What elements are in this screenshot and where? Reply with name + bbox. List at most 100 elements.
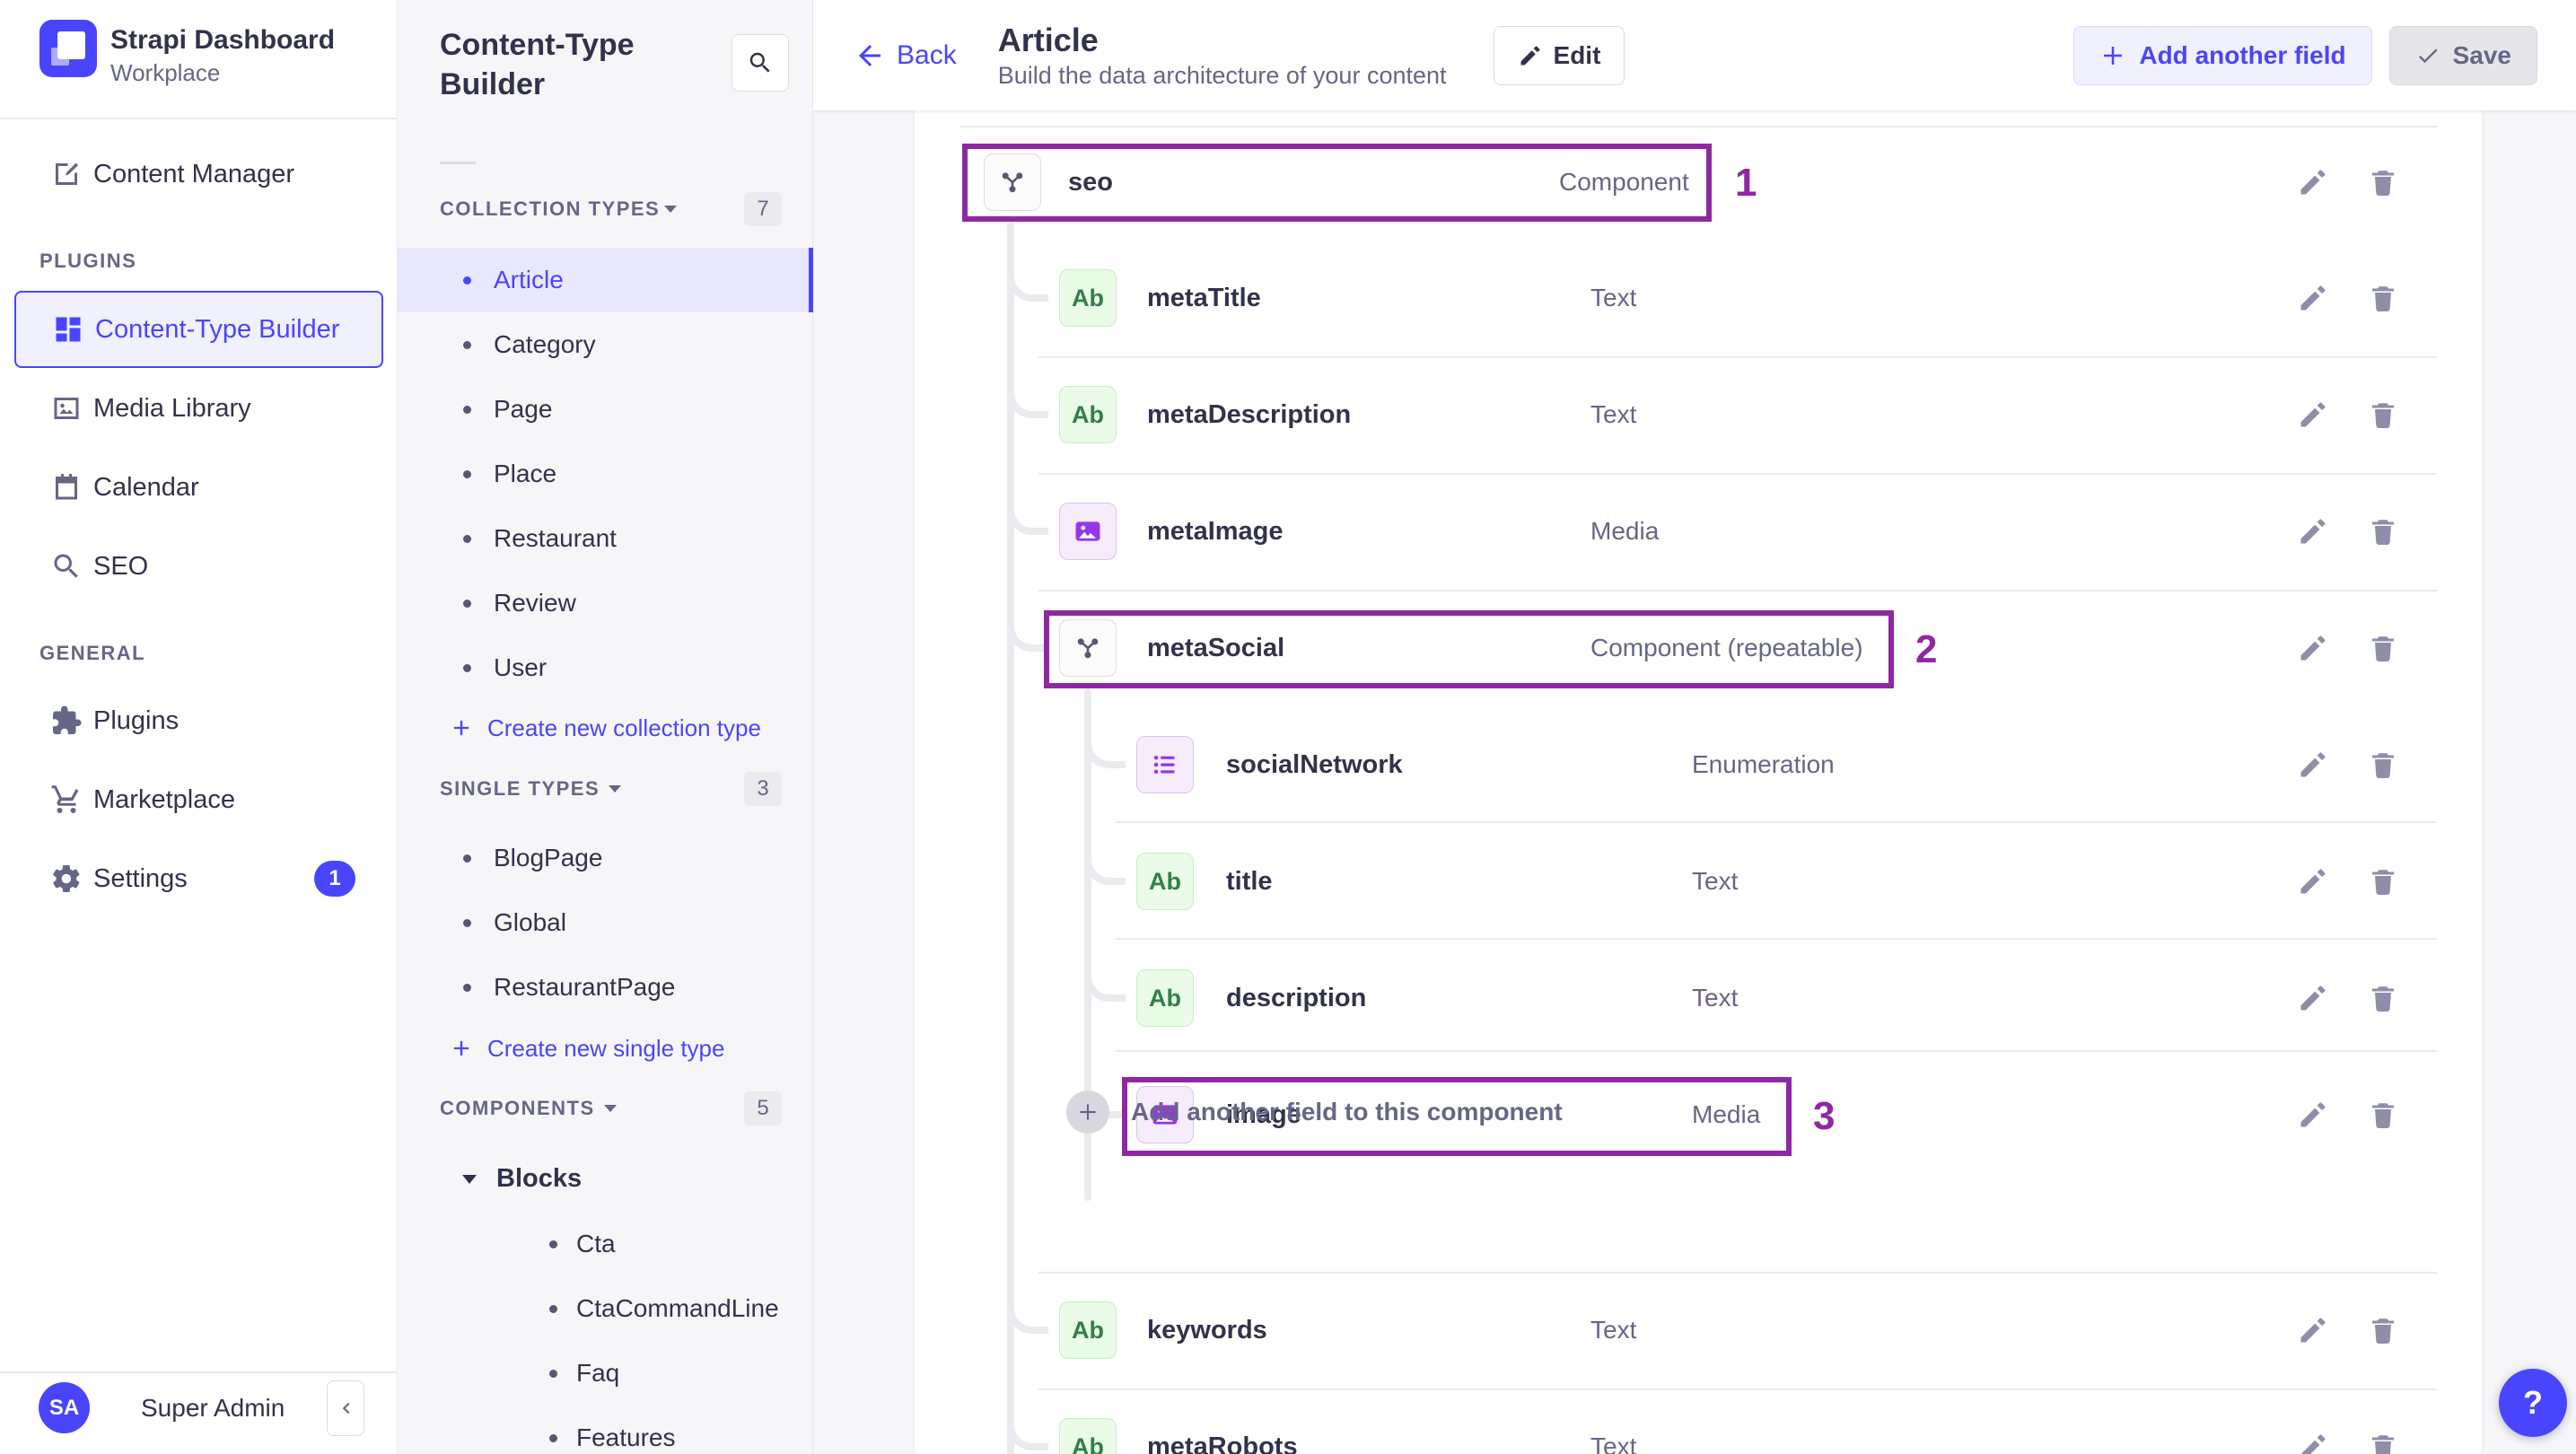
- add-another-field-button[interactable]: Add another field: [2073, 25, 2372, 85]
- collection-type-place[interactable]: Place: [398, 442, 813, 506]
- edit-field-button[interactable]: [2297, 166, 2329, 198]
- delete-field-button[interactable]: [2367, 1314, 2399, 1346]
- search-icon: [50, 550, 83, 582]
- plugins-section-label: PLUGINS: [39, 250, 137, 272]
- sidebar-item-plugins[interactable]: Plugins: [0, 688, 398, 753]
- collection-type-category[interactable]: Category: [398, 312, 813, 377]
- bullet-icon: [463, 470, 471, 478]
- edit-field-button[interactable]: [2297, 399, 2329, 431]
- user-name[interactable]: Super Admin: [141, 1394, 285, 1422]
- add-field-to-component-label[interactable]: Add another field to this component: [1131, 1098, 1563, 1126]
- component-cta[interactable]: Cta: [398, 1212, 813, 1276]
- sidebar-footer-divider: [0, 1371, 398, 1373]
- text-field-icon: Ab: [1136, 969, 1194, 1027]
- collection-type-review[interactable]: Review: [398, 571, 813, 635]
- content-manager-icon: [50, 158, 83, 190]
- field-row-title: Ab title Text: [915, 823, 2482, 940]
- collection-type-page[interactable]: Page: [398, 377, 813, 442]
- tree-branch: [1007, 1285, 1048, 1334]
- edit-button[interactable]: Edit: [1493, 25, 1625, 85]
- save-button[interactable]: Save: [2388, 25, 2537, 85]
- content-area: seo Component Ab metaTitle Text Ab metaD…: [813, 110, 2576, 1454]
- trash-icon: [2372, 520, 2394, 545]
- sidebar-item-content-manager[interactable]: Content Manager: [0, 142, 398, 206]
- search-button[interactable]: [732, 34, 789, 92]
- sidebar-item-media-library[interactable]: Media Library: [0, 376, 398, 441]
- edit-field-button[interactable]: [2297, 1431, 2329, 1454]
- component-faq[interactable]: Faq: [398, 1341, 813, 1406]
- delete-field-button[interactable]: [2367, 1431, 2399, 1454]
- plus-icon: [449, 1036, 474, 1061]
- tree-branch: [1007, 1402, 1048, 1450]
- delete-field-button[interactable]: [2367, 399, 2399, 431]
- edit-field-button[interactable]: [2297, 282, 2329, 314]
- delete-field-button[interactable]: [2367, 632, 2399, 664]
- tree-branch: [1007, 370, 1048, 418]
- pencil-icon: [2300, 985, 2326, 1011]
- component-ctacommandline[interactable]: CtaCommandLine: [398, 1276, 813, 1341]
- sidebar-item-calendar[interactable]: Calendar: [0, 455, 398, 520]
- edit-field-button[interactable]: [2297, 982, 2329, 1014]
- single-type-restaurantpage[interactable]: RestaurantPage: [398, 955, 813, 1020]
- delete-field-button[interactable]: [2367, 515, 2399, 547]
- field-row-metasocial: metaSocial Component (repeatable): [915, 590, 2482, 706]
- create-collection-type-link[interactable]: Create new collection type: [398, 700, 813, 756]
- plus-icon: [449, 715, 474, 740]
- annotation-number-3: 3: [1813, 1094, 1836, 1138]
- edit-field-button[interactable]: [2297, 515, 2329, 547]
- single-type-global[interactable]: Global: [398, 890, 813, 955]
- delete-field-button[interactable]: [2367, 282, 2399, 314]
- delete-field-button[interactable]: [2367, 749, 2399, 781]
- sidebar-item-label: SEO: [93, 552, 149, 581]
- components-header[interactable]: COMPONENTS 5: [398, 1091, 813, 1126]
- builder-panel: Content-Type Builder COLLECTION TYPES 7 …: [398, 0, 813, 1454]
- component-features[interactable]: Features: [398, 1406, 813, 1454]
- collection-type-user[interactable]: User: [398, 635, 813, 700]
- page-subtitle: Build the data architecture of your cont…: [997, 61, 1447, 89]
- pencil-icon: [2300, 635, 2326, 661]
- enumeration-field-icon: [1136, 736, 1194, 793]
- collection-type-article[interactable]: Article: [398, 248, 813, 312]
- sidebar-item-content-type-builder[interactable]: Content-Type Builder: [14, 291, 383, 368]
- tree-branch: [1007, 253, 1048, 302]
- field-row-metatitle: Ab metaTitle Text: [915, 240, 2482, 356]
- edit-field-button[interactable]: [2297, 1314, 2329, 1346]
- edit-field-button[interactable]: [2297, 632, 2329, 664]
- user-avatar[interactable]: SA: [39, 1382, 90, 1433]
- pencil-icon: [2300, 285, 2326, 311]
- sidebar-item-seo[interactable]: SEO: [0, 534, 398, 599]
- trash-icon: [2372, 636, 2394, 661]
- delete-field-button[interactable]: [2367, 982, 2399, 1014]
- add-field-to-component-button[interactable]: [1066, 1090, 1109, 1134]
- create-single-type-link[interactable]: Create new single type: [398, 1020, 813, 1076]
- edit-field-button[interactable]: [2297, 749, 2329, 781]
- field-row-metarobots: Ab metaRobots Text: [915, 1388, 2482, 1454]
- edit-field-button[interactable]: [2297, 1099, 2329, 1131]
- pencil-icon: [2300, 869, 2326, 894]
- edit-field-button[interactable]: [2297, 865, 2329, 898]
- row-divider: [1038, 473, 2437, 475]
- single-type-blogpage[interactable]: BlogPage: [398, 826, 813, 890]
- main-header: Back Article Build the data architecture…: [813, 0, 2576, 110]
- collapse-sidebar-button[interactable]: [327, 1380, 364, 1436]
- field-name: metaRobots: [1147, 1432, 1298, 1454]
- chevron-left-icon: [342, 1402, 350, 1415]
- delete-field-button[interactable]: [2367, 1099, 2399, 1131]
- text-field-icon: Ab: [1059, 386, 1117, 443]
- delete-field-button[interactable]: [2367, 865, 2399, 898]
- delete-field-button[interactable]: [2367, 166, 2399, 198]
- collection-type-restaurant[interactable]: Restaurant: [398, 506, 813, 571]
- collection-types-header[interactable]: COLLECTION TYPES 7: [398, 192, 813, 226]
- field-type: Text: [1692, 984, 1739, 1012]
- help-button[interactable]: ?: [2499, 1369, 2567, 1437]
- sidebar-item-marketplace[interactable]: Marketplace: [0, 767, 398, 832]
- single-types-header[interactable]: SINGLE TYPES 3: [398, 772, 813, 806]
- back-link[interactable]: Back: [854, 39, 957, 72]
- check-icon: [2418, 48, 2438, 63]
- component-group-blocks[interactable]: Blocks: [398, 1146, 813, 1211]
- sidebar-item-label: Plugins: [93, 706, 180, 735]
- strapi-logo: [39, 20, 97, 77]
- annotation-number-2: 2: [1915, 627, 1938, 671]
- media-library-icon: [50, 392, 83, 425]
- sidebar-item-settings[interactable]: Settings: [0, 846, 398, 911]
